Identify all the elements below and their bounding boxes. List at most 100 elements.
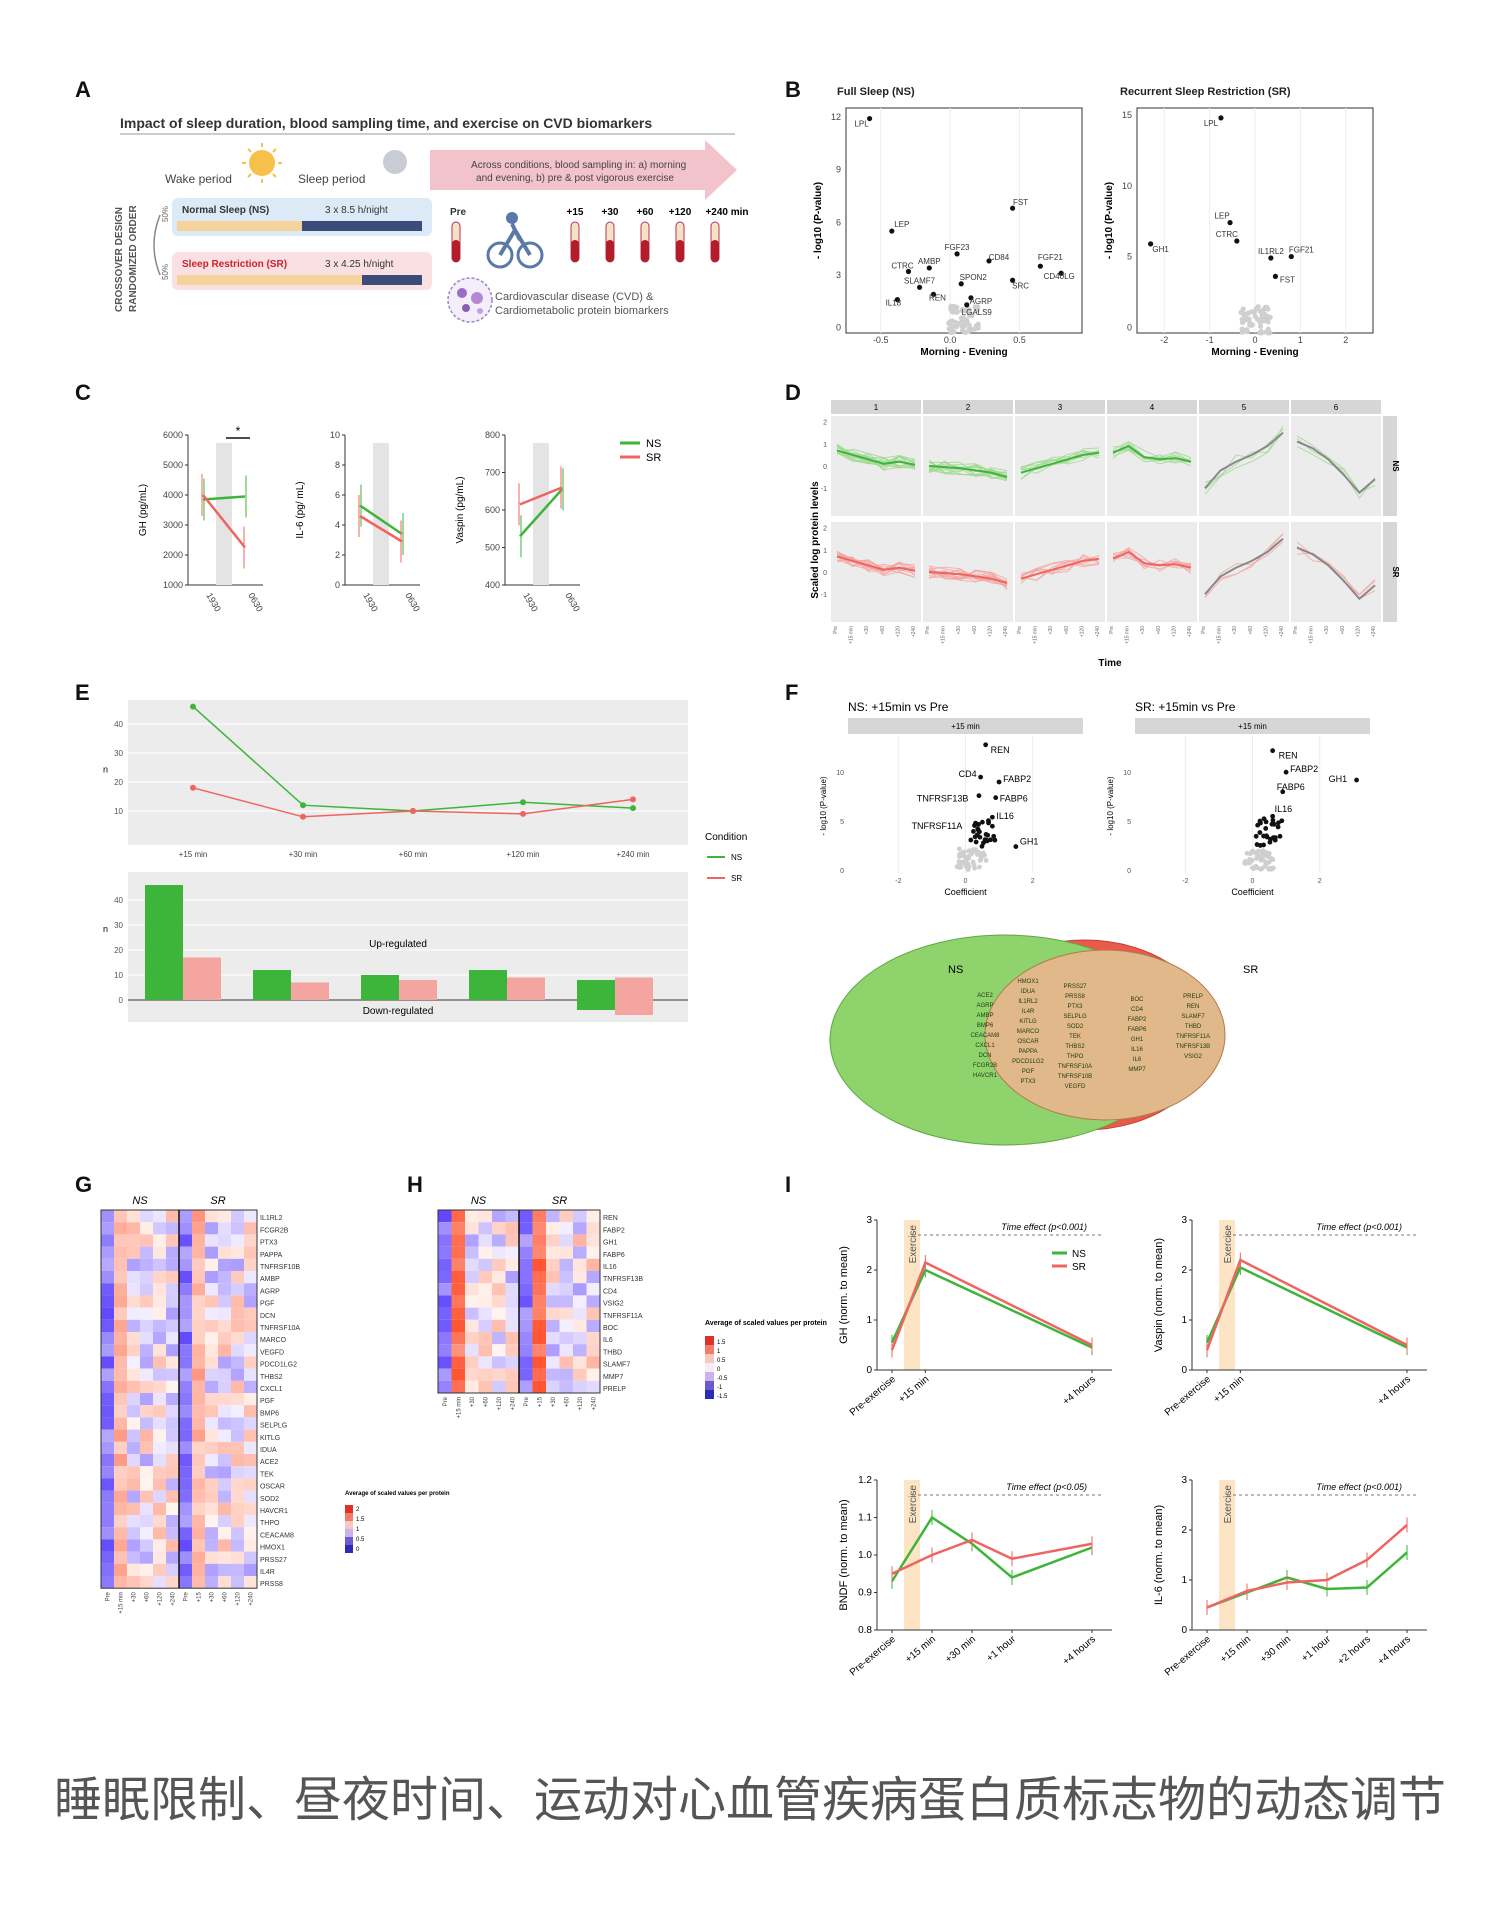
moon-icon <box>383 150 407 174</box>
heatmap-col-label: +30 <box>210 1592 216 1603</box>
x-tick-label: 0 <box>1252 335 1257 345</box>
sample-times: +15 +30 +60 +120 +240 min <box>567 207 749 263</box>
legend-tick: 1 <box>356 1527 360 1533</box>
y-tick-label: 10 <box>836 770 844 777</box>
heatmap-cell <box>532 1283 546 1296</box>
heatmap-cell <box>586 1258 600 1271</box>
protein-point <box>1271 821 1277 827</box>
heatmap-cell <box>205 1210 218 1223</box>
x-tick-label: +15 min <box>179 850 208 859</box>
protein-point <box>963 329 969 335</box>
protein-trajectory <box>1204 431 1284 495</box>
exercise-shading <box>904 1480 920 1630</box>
heatmap-cell <box>153 1454 166 1467</box>
y-axis-label: n <box>103 924 108 934</box>
protein-point <box>989 823 995 829</box>
protein-trajectory <box>836 551 916 578</box>
heatmap-row-label: SLAMF7 <box>603 1362 630 1369</box>
x-tick-label: -2 <box>1182 878 1188 885</box>
heatmap-cell <box>166 1380 179 1393</box>
heatmap-cell <box>218 1405 231 1418</box>
heatmap-cell <box>465 1271 479 1284</box>
heatmap-cell <box>101 1295 114 1308</box>
y-axis-label: - log10 (P-value) <box>813 182 824 259</box>
heatmap-cell <box>244 1356 257 1369</box>
cluster-mean-line <box>836 555 916 572</box>
protein-point <box>1258 820 1263 826</box>
heatmap-cell <box>532 1368 546 1381</box>
y-axis-label: Vaspin (norm. to mean) <box>1153 1238 1165 1352</box>
protein-point <box>962 307 968 314</box>
y-axis-label: GH (norm. to mean) <box>838 1246 850 1344</box>
heatmap-cell <box>231 1466 244 1479</box>
venn-ns-protein: PRSS27 <box>1063 984 1087 990</box>
heatmap-cell <box>205 1466 218 1479</box>
heatmap-cell <box>114 1393 127 1406</box>
x-tick-label: +120 <box>895 626 901 637</box>
heatmap-cell <box>114 1380 127 1393</box>
heatmap-cell <box>205 1393 218 1406</box>
legend-swatch <box>705 1372 714 1381</box>
x-axis-label: Coefficient <box>944 887 987 897</box>
heatmap-cell <box>244 1246 257 1259</box>
heatmap-cell <box>166 1295 179 1308</box>
heatmap-cell <box>127 1405 140 1418</box>
protein-point <box>1250 309 1256 315</box>
venn-ns-protein: CEACAM8 <box>970 1033 1000 1039</box>
heatmap-cell <box>114 1478 127 1491</box>
protein-point <box>946 320 952 326</box>
protein-point <box>989 814 995 820</box>
heatmap-cell <box>205 1502 218 1515</box>
heatmap-cell <box>492 1234 506 1247</box>
y-tick-label: 5 <box>840 819 844 826</box>
heatmap-row-label: ACE2 <box>260 1459 278 1466</box>
cluster-label: 5 <box>1242 403 1247 412</box>
heatmap-cell <box>205 1271 218 1284</box>
heatmap-cell <box>559 1234 573 1247</box>
y-tick-label: 2 <box>1181 1525 1187 1536</box>
heatmap-group-label: NS <box>471 1195 487 1207</box>
heatmap-cell <box>546 1368 560 1381</box>
heatmap-cell <box>231 1258 244 1271</box>
heatmap-cell <box>179 1429 192 1442</box>
x-tick-label: +15 min <box>1217 626 1223 644</box>
legend-tick: -1 <box>717 1385 723 1391</box>
heatmap-cell <box>127 1234 140 1247</box>
heatmap-cell <box>519 1368 533 1381</box>
protein-point <box>1239 319 1246 326</box>
heatmap-cell <box>140 1332 153 1345</box>
heatmap-cell <box>140 1454 153 1467</box>
protein-point <box>1242 328 1248 334</box>
heatmap-cell <box>179 1246 192 1259</box>
protein-label: FST <box>1280 275 1295 284</box>
heatmap-cell <box>478 1319 492 1332</box>
heatmap-cell <box>573 1356 587 1369</box>
heatmap-cell <box>101 1258 114 1271</box>
bar-up-sr <box>507 977 545 1000</box>
heatmap-cell <box>532 1246 546 1259</box>
x-tick-label: +120 <box>1263 626 1269 637</box>
panel-f-left-title: NS: +15min vs Pre <box>848 700 949 714</box>
protein-label: TNFRSF11A <box>912 821 963 831</box>
y-tick-label: 12 <box>831 112 841 122</box>
heatmap-cell <box>192 1502 205 1515</box>
heatmap-cell <box>478 1271 492 1284</box>
heatmap-cell <box>231 1380 244 1393</box>
protein-point <box>974 307 980 313</box>
heatmap-cell <box>492 1271 506 1284</box>
heatmap-cell <box>559 1307 573 1320</box>
x-tick-label: +240 min <box>616 850 649 859</box>
y-tick-label: 20 <box>114 946 123 955</box>
series-ns-line <box>1205 1265 1408 1349</box>
x-tick-label: 1930 <box>521 591 540 613</box>
heatmap-cell <box>519 1246 533 1259</box>
heatmap-cell <box>218 1344 231 1357</box>
heatmap-cell <box>166 1405 179 1418</box>
heatmap-cell <box>166 1417 179 1430</box>
heatmap-cell <box>192 1368 205 1381</box>
protein-point <box>968 837 974 843</box>
legend-ns: NS <box>646 438 661 450</box>
heatmap-cell <box>244 1380 257 1393</box>
heatmap-cell <box>192 1210 205 1223</box>
protein-point <box>1247 859 1253 865</box>
